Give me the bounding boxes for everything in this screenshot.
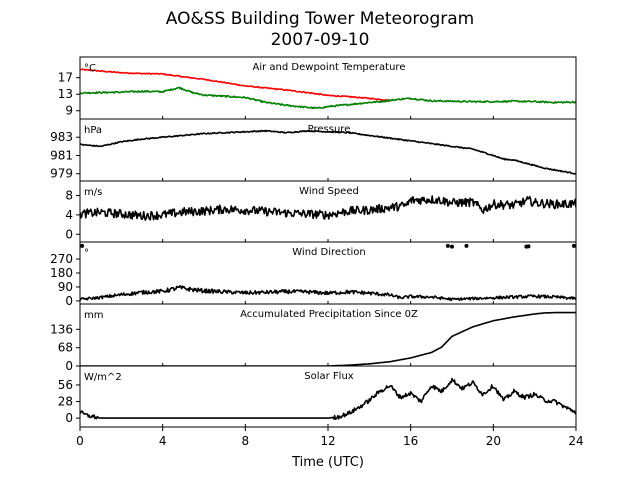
series-line [80,68,391,102]
panel-series-group-0 [80,68,576,110]
x-tick-label: 12 [320,434,335,448]
panel-title: Solar Flux [304,371,354,382]
panel-title: Wind Speed [299,186,359,197]
series-point [526,244,531,249]
x-tick-label: 0 [76,434,84,448]
series-line [80,377,576,420]
panel-series-group-5 [80,377,576,420]
y-tick-label: 180 [50,266,73,280]
y-tick-label: 8 [65,189,73,203]
series-line [80,311,576,366]
x-tick-label: 24 [568,434,583,448]
y-tick-label: 136 [50,322,73,336]
panel-title: Pressure [308,124,351,135]
panel-unit-label: ° [84,248,89,259]
y-tick-label: 0 [65,359,73,373]
x-tick-label: 16 [403,434,418,448]
panel-unit-label: mm [84,310,103,321]
series-point [450,244,454,249]
series-line [80,285,576,302]
panel-unit-label: °C [84,63,96,74]
x-tick-label: 4 [159,434,167,448]
panel-series-group-1 [80,129,576,175]
x-tick-label: 20 [486,434,501,448]
y-tick-label: 90 [58,280,73,294]
panel-series-group-4 [80,311,576,366]
panel-series-group-3 [80,243,576,302]
panel-title: Air and Dewpoint Temperature [253,62,406,73]
panel-unit-label: W/m^2 [84,372,122,383]
panel-0: 9 13 17 °C Air and Dewpoint Temperature [58,56,577,120]
x-tick-label: 8 [242,434,250,448]
series-point [80,243,85,248]
panel-title: Accumulated Precipitation Since 0Z [240,309,418,320]
y-tick-label: 17 [58,71,73,85]
y-tick-label: 0 [65,227,73,241]
y-tick-label: 68 [58,341,73,355]
series-line [80,129,576,175]
y-tick-label: 270 [50,252,73,266]
series-point [571,243,576,248]
panel-5: 0 28 56 W/m^2 Solar Flux [58,365,577,428]
y-tick-label: 28 [58,395,73,409]
panel-4: 0 68 136 mm Accumulated Precipitation Since … [50,303,577,373]
y-tick-label: 13 [58,87,73,101]
y-tick-label: 981 [50,148,73,162]
series-point [464,243,469,248]
y-tick-label: 4 [65,208,73,222]
series-line [80,86,576,110]
panel-1: 979 981 983 hPa Pressure [50,118,577,182]
panel-unit-label: m/s [84,187,102,198]
y-tick-label: 983 [50,130,73,144]
y-tick-label: 0 [65,411,73,425]
chart-title: AO&SS Building Tower Meteorogram [166,9,474,29]
x-axis-label: Time (UTC) [291,455,364,470]
series-point [445,243,450,248]
y-tick-label: 0 [65,294,73,308]
y-tick-label: 9 [65,104,73,118]
y-tick-label: 56 [58,378,73,392]
x-axis: 0 4 8 12 16 20 24 [76,427,584,448]
panel-unit-label: hPa [84,125,102,136]
panel-series-group-2 [80,195,576,221]
panel-title: Wind Direction [292,247,366,258]
y-tick-label: 979 [50,167,73,181]
series-line [80,195,576,221]
panel-2: 0 4 8 m/s Wind Speed [65,180,577,243]
chart-subtitle: 2007-09-10 [271,30,370,50]
panels-group: 9 13 17 °C Air and Dewpoint Temperature 979 98… [50,56,577,428]
